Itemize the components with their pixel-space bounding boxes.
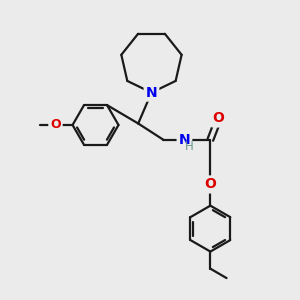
Text: O: O <box>213 112 224 125</box>
Text: N: N <box>178 133 190 147</box>
Text: H: H <box>185 140 194 153</box>
Text: O: O <box>204 177 216 191</box>
Text: N: N <box>146 85 157 100</box>
Text: O: O <box>50 118 61 131</box>
